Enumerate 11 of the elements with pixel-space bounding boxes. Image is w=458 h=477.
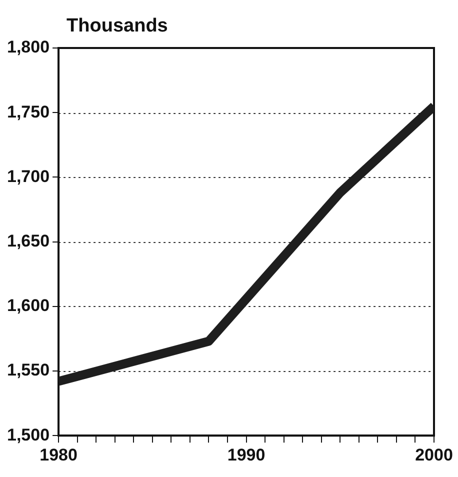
y-tick-label: 1,750 [6, 102, 50, 122]
y-tick-label: 1,650 [6, 231, 50, 250]
x-tick-label: 2000 [415, 445, 453, 464]
x-tick-label: 1990 [227, 445, 266, 464]
y-tick-label: 1,800 [6, 38, 50, 57]
y-tick-label: 1,500 [6, 425, 50, 444]
y-tick-label: 1,600 [6, 296, 50, 316]
y-tick-label: 1,700 [6, 166, 50, 186]
x-tick-label: 1980 [40, 445, 78, 464]
y-tick-label: 1,550 [6, 360, 50, 380]
y-axis-title: Thousands [66, 16, 168, 37]
